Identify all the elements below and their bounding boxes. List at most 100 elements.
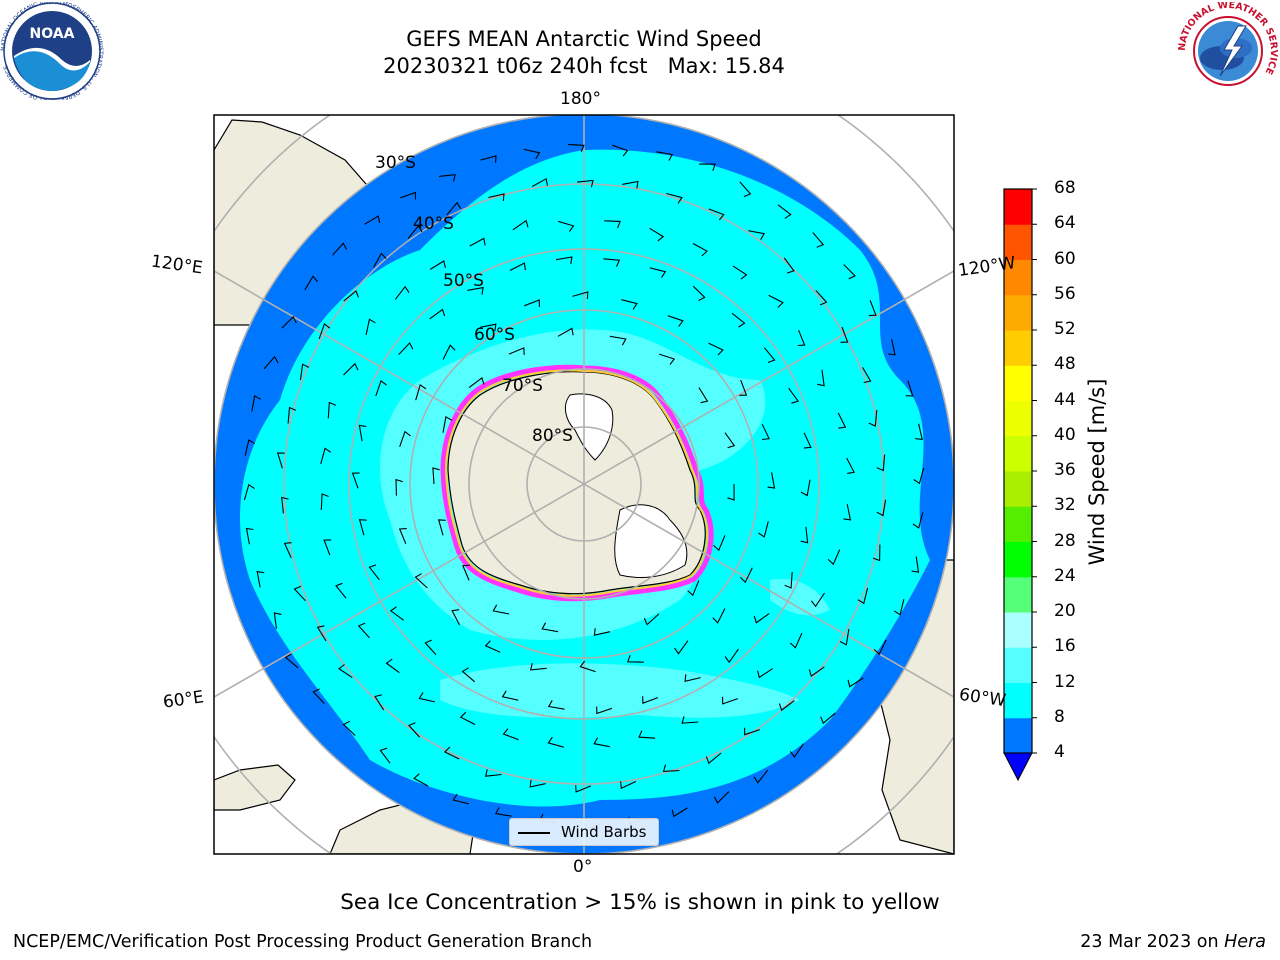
- wind-barb: [368, 564, 380, 581]
- wind-barb: [379, 747, 391, 764]
- wind-barb: [840, 326, 849, 343]
- wind-barb: [508, 347, 525, 355]
- wind-barb: [575, 785, 592, 793]
- colorbar-tick-label: 64: [1054, 213, 1076, 234]
- wind-barb: [662, 764, 680, 772]
- wind-barb: [373, 252, 387, 268]
- wind-barb: [281, 496, 289, 514]
- wind-barb: [414, 573, 428, 589]
- colorbar-tick-label: 56: [1054, 283, 1076, 304]
- wind-barb: [758, 521, 769, 538]
- antarctica: [440, 364, 714, 602]
- wind-barb: [509, 262, 526, 271]
- colorbar-bin: [1004, 189, 1032, 225]
- wind-barb: [642, 696, 659, 704]
- wind-barb: [739, 379, 748, 396]
- wind-barb: [443, 746, 460, 760]
- wind-barb: [649, 267, 667, 278]
- wind-barb: [687, 580, 700, 597]
- colorbar-under-triangle: [1003, 752, 1033, 782]
- wind-barb: [556, 256, 573, 264]
- wind-barb: [413, 773, 429, 787]
- wind-barb: [399, 430, 411, 447]
- wind-barb: [753, 769, 769, 784]
- wind-barb: [812, 232, 825, 248]
- colorbar-tick-label: 8: [1054, 706, 1065, 727]
- graticule: [214, 115, 954, 854]
- wind-barb: [531, 177, 548, 187]
- wind-barb: [284, 653, 299, 669]
- wind-barb: [432, 467, 440, 485]
- wind-barb: [332, 242, 348, 256]
- colorbar-bin: [1004, 330, 1032, 366]
- wind-barb: [788, 387, 799, 404]
- wind-barb: [327, 401, 337, 419]
- wind-barb: [276, 452, 285, 469]
- wind-barb: [293, 585, 306, 602]
- wind-barb: [547, 736, 564, 748]
- nws-logo: NATIONAL WEATHER SERVICE: [1177, 2, 1279, 99]
- wind-barb: [299, 363, 310, 381]
- wind-barb: [273, 612, 282, 629]
- wind-barb: [494, 807, 512, 817]
- wind-barb: [698, 387, 709, 404]
- colorbar-bin: [1004, 717, 1032, 754]
- weddell-ice-shelf: [614, 504, 688, 579]
- wind-barb: [281, 315, 297, 329]
- colorbar-bin: [1004, 471, 1032, 507]
- wind-barb: [808, 666, 825, 677]
- wind-barb: [857, 587, 869, 605]
- wind-barb: [681, 716, 699, 724]
- wind-barb: [577, 179, 594, 188]
- colorbar-tick-label: 16: [1054, 636, 1076, 657]
- lon-label-0: 0°: [573, 857, 593, 877]
- wind-barb: [467, 286, 484, 295]
- wind-barb: [351, 472, 360, 489]
- wind-barb: [656, 151, 674, 161]
- wind-barb: [318, 322, 331, 340]
- wind-barb: [304, 275, 318, 291]
- legend: Wind Barbs: [509, 818, 659, 846]
- wind-barb: [529, 662, 547, 671]
- wind-barb: [868, 410, 878, 427]
- wind-barb: [622, 180, 639, 189]
- colorbar-tick-label: 40: [1054, 424, 1076, 445]
- wind-barb: [567, 143, 585, 153]
- wind-barb: [529, 779, 546, 788]
- wind-barb: [557, 327, 574, 337]
- wind-barb: [407, 225, 423, 239]
- colorbar-bin: [1004, 365, 1032, 401]
- wind-barb: [621, 299, 638, 310]
- wind-barb: [837, 412, 847, 429]
- wind-barb: [727, 483, 735, 501]
- map-frame: [213, 114, 955, 855]
- wind-barb: [827, 549, 841, 566]
- sea-ice-note: Sea Ice Concentration > 15% is shown in …: [340, 890, 940, 915]
- wind-barb: [699, 163, 716, 171]
- wind-barb: [312, 688, 325, 704]
- wind-barb: [256, 571, 265, 588]
- wind-barb: [692, 243, 708, 257]
- wind-barb: [593, 628, 611, 636]
- wind-barb: [335, 582, 347, 599]
- wind-barb: [287, 406, 297, 424]
- wind-barb: [843, 264, 856, 280]
- sea-ice-edge-outer: [440, 364, 714, 602]
- wind-barb: [789, 632, 803, 649]
- wind-barb: [394, 285, 410, 300]
- wind-barb: [541, 622, 559, 633]
- colorbar-label-text: Wind Speed [m/s]: [1085, 378, 1109, 566]
- colorbar-bin: [1004, 541, 1032, 578]
- wind-barb: [442, 344, 456, 360]
- colorbar-bin: [1004, 435, 1032, 472]
- wind-barb: [502, 728, 519, 741]
- svg-text:NOAA: NOAA: [30, 26, 75, 42]
- wind-barb: [724, 432, 736, 449]
- wind-barb: [492, 604, 510, 615]
- wind-barb: [913, 467, 925, 485]
- colorbar-tick-label: 32: [1054, 495, 1076, 516]
- noaa-logo: NOAA NATIONAL OCEANIC AND ATMOSPHERIC AD…: [0, 2, 104, 100]
- wind-barb: [263, 355, 279, 370]
- colorbar-bin: [1004, 259, 1032, 296]
- wind-barb: [815, 290, 828, 306]
